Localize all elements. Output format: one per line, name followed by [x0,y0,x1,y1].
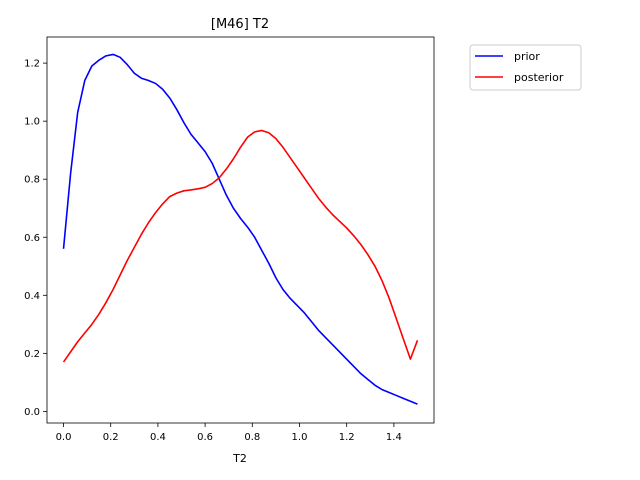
y-axis: 0.0 0.2 0.4 0.6 0.8 1.0 1.2 [24,59,47,418]
y-tick-label: 1.0 [24,117,40,128]
y-tick-label: 0.8 [24,175,40,186]
series-line-prior [62,53,418,405]
x-tick-label: 0.0 [56,432,72,443]
x-tick-label: 1.2 [339,432,355,443]
plot-frame [46,36,435,424]
x-tick-label: 0.6 [197,432,213,443]
x-tick-label: 0.4 [150,432,166,443]
y-tick-label: 0.6 [24,233,40,244]
plot-area [46,36,435,424]
legend-label-posterior: posterior [514,71,564,84]
y-tick-label: 0.0 [24,407,40,418]
x-tick-label: 1.0 [292,432,308,443]
x-axis: 0.0 0.2 0.4 0.6 0.8 1.0 1.2 1.4 [56,423,402,443]
y-tick-label: 1.2 [24,59,40,70]
x-axis-label: T2 [232,452,247,465]
chart-title: [M46] T2 [211,17,269,32]
legend-label-prior: prior [514,50,540,63]
y-tick-label: 0.4 [24,291,40,302]
x-tick-label: 0.2 [103,432,119,443]
series-layer [62,53,419,405]
x-tick-label: 0.8 [244,432,260,443]
x-tick-label: 1.4 [386,432,402,443]
legend: prior posterior [469,44,582,91]
y-tick-label: 0.2 [24,349,40,360]
series-line-posterior [62,129,419,363]
